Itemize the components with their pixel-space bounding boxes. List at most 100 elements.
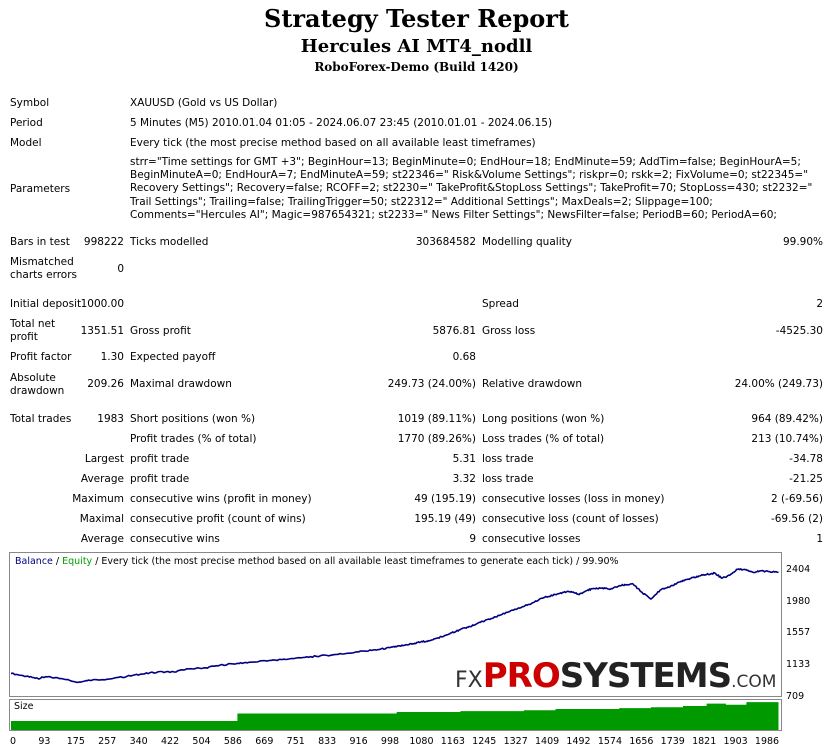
- absdd-label-2: drawdown: [10, 385, 65, 397]
- x-tick-label: 1163: [440, 736, 465, 747]
- maxconslosses-value: 2 (-69.56): [770, 493, 823, 505]
- mismatch-value: 0: [117, 263, 124, 275]
- grossprofit-value: 5876.81: [432, 325, 476, 337]
- size-label: Size: [14, 701, 34, 712]
- largest-loss-value: -34.78: [789, 453, 823, 465]
- y-tick-label: 1980: [786, 596, 811, 607]
- losstrades-label: Loss trades (% of total): [482, 433, 605, 445]
- x-tick-label: 1409: [534, 736, 560, 747]
- x-tick-label: 833: [318, 736, 337, 747]
- grossprofit-label: Gross profit: [130, 325, 191, 337]
- trades-label: Total trades: [10, 413, 72, 425]
- watermark-com: .COM: [731, 672, 777, 692]
- x-tick-label: 504: [192, 736, 211, 747]
- mismatch-label-2: charts errors: [10, 269, 77, 281]
- x-tick-label: 340: [129, 736, 148, 747]
- reldd-label: Relative drawdown: [482, 378, 583, 390]
- deposit-label: Initial deposit: [10, 298, 82, 310]
- maxdd-label: Maximal drawdown: [130, 378, 232, 390]
- x-tick-label: 1903: [723, 736, 748, 747]
- x-tick-label: 751: [286, 736, 305, 747]
- grossloss-value: -4525.30: [775, 325, 823, 337]
- x-tick-label: 422: [161, 736, 180, 747]
- absdd-label-1: Absolute: [10, 372, 56, 384]
- profitfactor-value: 1.30: [100, 351, 124, 363]
- balance-chart: Balance / Equity / Every tick (the most …: [9, 552, 782, 697]
- maximum-label: Maximum: [72, 493, 124, 505]
- y-tick-label: 709: [786, 691, 805, 702]
- x-tick-label: 1080: [409, 736, 434, 747]
- x-tick-label: 586: [223, 736, 242, 747]
- x-tick-label: 916: [349, 736, 368, 747]
- size-chart: Size: [9, 699, 782, 731]
- maxconsloss-value: -69.56 (2): [770, 513, 823, 525]
- mismatch-label-1: Mismatched: [10, 256, 74, 268]
- x-tick-label: 175: [66, 736, 85, 747]
- spread-value: 2: [816, 298, 823, 310]
- model-value: Every tick (the most precise method base…: [130, 137, 536, 149]
- maxconswins-label: consecutive wins (profit in money): [130, 493, 312, 505]
- payoff-value: 0.68: [452, 351, 476, 363]
- watermark-fx: FX: [455, 668, 483, 693]
- absdd-value: 209.26: [87, 378, 124, 390]
- short-label: Short positions (won %): [130, 413, 256, 425]
- profittrades-label: Profit trades (% of total): [130, 433, 257, 445]
- series-line-balance: [10, 567, 779, 684]
- netprofit-label-1: Total net: [10, 318, 56, 330]
- x-tick-label: 1821: [692, 736, 717, 747]
- netprofit-value: 1351.51: [80, 325, 124, 337]
- symbol-value: XAUUSD (Gold vs US Dollar): [130, 97, 278, 109]
- chart-caption: Balance / Equity / Every tick (the most …: [15, 556, 619, 567]
- x-tick-label: 1656: [629, 736, 654, 747]
- quality-value: 99.90%: [782, 236, 823, 248]
- average-profit-value: 3.32: [452, 473, 476, 485]
- long-label: Long positions (won %): [482, 413, 605, 425]
- x-tick-label: 257: [98, 736, 117, 747]
- payoff-label: Expected payoff: [130, 351, 216, 363]
- largest-profit-label: profit trade: [130, 453, 190, 465]
- average-label: Average: [80, 473, 124, 485]
- avgconslosses-label: consecutive losses: [482, 533, 581, 545]
- short-value: 1019 (89.11%): [397, 413, 476, 425]
- parameters-value: strr="Time settings for GMT +3"; BeginHo…: [130, 156, 813, 221]
- watermark-systems: SYSTEMS: [559, 656, 732, 696]
- x-tick-label: 1327: [503, 736, 528, 747]
- caption-rest: / Every tick (the most precise method ba…: [92, 556, 619, 567]
- caption-equity: Equity: [62, 556, 93, 567]
- trades-value: 1983: [97, 413, 124, 425]
- report-title: Strategy Tester Report: [263, 4, 570, 33]
- caption-sep: /: [52, 556, 63, 567]
- x-tick-label: 1739: [660, 736, 685, 747]
- ticks-value: 303684582: [415, 236, 476, 248]
- ticks-label: Ticks modelled: [130, 236, 209, 248]
- watermark-pro: PRO: [482, 656, 561, 696]
- bars-value: 998222: [83, 236, 124, 248]
- fxprosystems-watermark: FXPROSYSTEMS.COM: [455, 656, 785, 696]
- model-label: Model: [10, 137, 42, 149]
- average-loss-value: -21.25: [789, 473, 823, 485]
- maxconsprofit-label: consecutive profit (count of wins): [130, 513, 306, 525]
- x-tick-label: 1492: [566, 736, 591, 747]
- profitfactor-label: Profit factor: [10, 351, 72, 363]
- largest-loss-label: loss trade: [482, 453, 534, 465]
- server-build: RoboForex-Demo (Build 1420): [314, 60, 519, 74]
- y-tick-label: 1557: [786, 627, 811, 638]
- reldd-value: 24.00% (249.73): [734, 378, 823, 390]
- y-tick-label: 2404: [786, 564, 811, 575]
- size-area: [11, 702, 779, 730]
- parameters-label: Parameters: [10, 183, 71, 195]
- average-profit-label: profit trade: [130, 473, 190, 485]
- long-value: 964 (89.42%): [751, 413, 823, 425]
- average2-label: Average: [80, 533, 124, 545]
- maxconslosses-label: consecutive losses (loss in money): [482, 493, 665, 505]
- balance-chart-svg: [10, 567, 779, 684]
- expert-name: Hercules AI MT4_nodll: [300, 36, 533, 57]
- bars-label: Bars in test: [10, 236, 70, 248]
- x-tick-label: 93: [38, 736, 51, 747]
- maxconsloss-label: consecutive loss (count of losses): [482, 513, 659, 525]
- losstrades-value: 213 (10.74%): [751, 433, 823, 445]
- largest-profit-value: 5.31: [452, 453, 476, 465]
- avgconswins-value: 9: [469, 533, 476, 545]
- maxdd-value: 249.73 (24.00%): [387, 378, 476, 390]
- profittrades-value: 1770 (89.26%): [397, 433, 476, 445]
